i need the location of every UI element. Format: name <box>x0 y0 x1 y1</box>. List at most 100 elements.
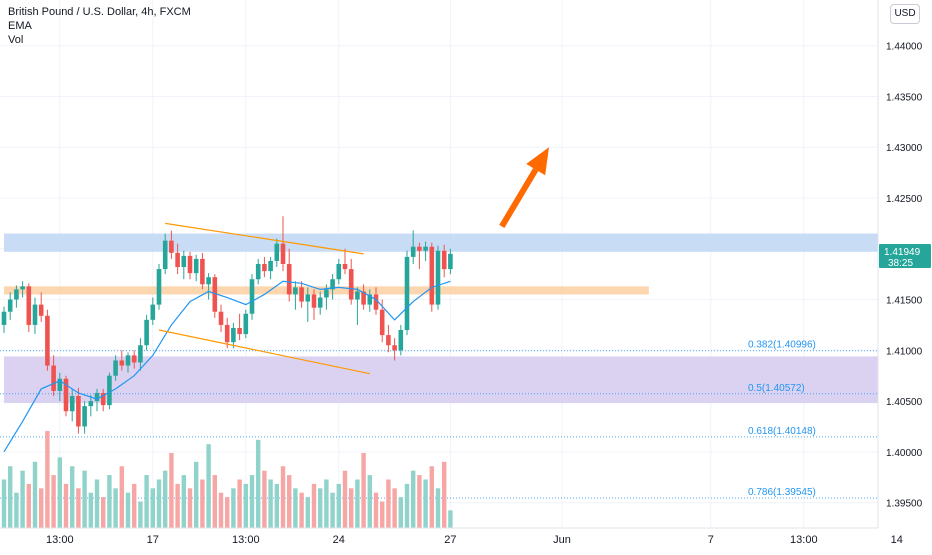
candle[interactable] <box>373 287 379 315</box>
candle[interactable] <box>1 306 7 334</box>
candle[interactable] <box>100 388 106 412</box>
candle[interactable] <box>305 287 311 322</box>
candle[interactable] <box>423 241 428 261</box>
volume-bar[interactable] <box>330 492 335 528</box>
volume-bar[interactable] <box>212 475 217 528</box>
volume-bar[interactable] <box>200 479 205 528</box>
volume-bar[interactable] <box>342 470 348 528</box>
candle[interactable] <box>342 248 348 275</box>
candle[interactable] <box>150 297 156 325</box>
candle[interactable] <box>348 258 354 305</box>
candle[interactable] <box>107 372 112 410</box>
candle[interactable] <box>386 324 391 353</box>
candle[interactable] <box>336 258 342 285</box>
volume-bar[interactable] <box>132 483 137 528</box>
volume-bar[interactable] <box>249 475 255 528</box>
candle[interactable] <box>20 281 25 298</box>
candle[interactable] <box>441 244 447 278</box>
candle[interactable] <box>224 317 230 349</box>
candle[interactable] <box>243 309 249 339</box>
candle[interactable] <box>330 274 335 300</box>
volume-bar[interactable] <box>163 470 168 528</box>
candle[interactable] <box>175 243 180 275</box>
candle[interactable] <box>162 233 168 275</box>
candle[interactable] <box>429 242 435 312</box>
volume-bar[interactable] <box>274 483 279 528</box>
candle[interactable] <box>88 394 94 417</box>
volume-bar[interactable] <box>119 466 124 528</box>
arrow-shaft[interactable] <box>499 168 539 228</box>
candle[interactable] <box>26 283 32 333</box>
volume-bar[interactable] <box>138 501 143 528</box>
candle[interactable] <box>200 252 205 290</box>
candle[interactable] <box>14 285 19 308</box>
candle[interactable] <box>187 251 193 280</box>
candle[interactable] <box>218 304 224 333</box>
candle[interactable] <box>156 264 162 310</box>
volume-bar[interactable] <box>318 488 323 528</box>
legend-title[interactable]: British Pound / U.S. Dollar, 4h, FXCM <box>8 6 191 18</box>
volume-bar[interactable] <box>94 479 100 528</box>
volume-bar[interactable] <box>63 483 69 528</box>
volume-bar[interactable] <box>411 470 416 528</box>
candle[interactable] <box>231 322 236 349</box>
volume-bar[interactable] <box>280 466 286 528</box>
trendline[interactable] <box>158 329 370 375</box>
volume-bar[interactable] <box>218 492 224 528</box>
volume-bar[interactable] <box>355 479 360 528</box>
candle[interactable] <box>51 355 56 396</box>
volume-bar[interactable] <box>8 466 13 528</box>
candle[interactable] <box>113 355 118 381</box>
currency-button[interactable]: USD <box>890 4 920 24</box>
volume-bar[interactable] <box>194 461 199 528</box>
candle[interactable] <box>355 287 360 325</box>
price-badge[interactable] <box>879 243 931 268</box>
candle[interactable] <box>255 258 261 285</box>
volume-bar[interactable] <box>125 492 131 528</box>
candle[interactable] <box>268 256 273 280</box>
candle[interactable] <box>280 216 286 272</box>
candle[interactable] <box>212 274 218 318</box>
candle[interactable] <box>392 338 397 361</box>
volume-bar[interactable] <box>82 470 87 528</box>
candle[interactable] <box>169 230 174 259</box>
zone-purple[interactable] <box>4 356 878 404</box>
legend-ema[interactable]: EMA <box>8 20 32 32</box>
volume-bar[interactable] <box>113 488 118 528</box>
candle[interactable] <box>131 350 137 369</box>
volume-bar[interactable] <box>107 475 112 528</box>
volume-bar[interactable] <box>45 430 50 528</box>
candle[interactable] <box>317 291 323 315</box>
candle[interactable] <box>206 273 211 300</box>
candle[interactable] <box>262 256 267 278</box>
candle[interactable] <box>38 292 44 322</box>
candle[interactable] <box>193 254 199 282</box>
candle[interactable] <box>293 281 298 310</box>
volume-bar[interactable] <box>311 483 317 528</box>
volume-bar[interactable] <box>373 492 379 528</box>
trendline[interactable] <box>165 222 364 255</box>
volume-bar[interactable] <box>435 488 441 528</box>
candle[interactable] <box>138 338 143 371</box>
volume-bar[interactable] <box>20 470 25 528</box>
volume-bar[interactable] <box>324 479 329 528</box>
volume-bar[interactable] <box>1 479 7 528</box>
volume-bar[interactable] <box>225 497 230 528</box>
candle[interactable] <box>367 289 373 312</box>
volume-bar[interactable] <box>293 488 298 528</box>
volume-bar[interactable] <box>287 475 292 528</box>
volume-bar[interactable] <box>268 479 273 528</box>
volume-bar[interactable] <box>398 497 403 528</box>
volume-bar[interactable] <box>336 483 341 528</box>
volume-bar[interactable] <box>305 497 310 528</box>
candle[interactable] <box>181 250 187 280</box>
volume-bar[interactable] <box>404 483 410 528</box>
candle[interactable] <box>45 309 50 371</box>
volume-bar[interactable] <box>181 475 186 528</box>
arrow-head[interactable] <box>526 147 549 176</box>
candle[interactable] <box>311 289 317 320</box>
volume-bar[interactable] <box>429 466 434 528</box>
candle[interactable] <box>144 314 149 351</box>
